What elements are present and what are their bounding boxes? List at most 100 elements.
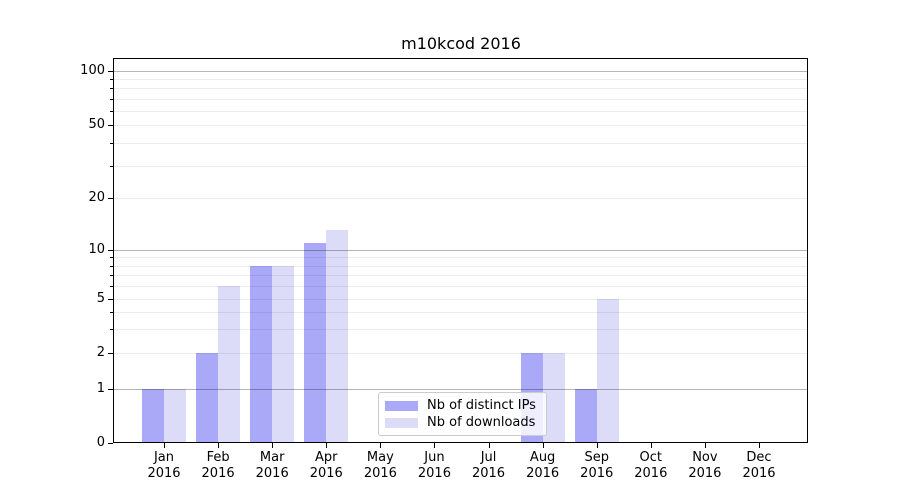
x-tick-nov [704,443,706,448]
x-label-year: 2016 [471,465,506,481]
gridline-y-90 [114,79,807,81]
gridline-y-4 [114,312,807,314]
y-tick-1 [108,389,113,390]
x-label-month: May [366,450,394,465]
y-tick-label-2: 2 [96,345,105,360]
y-minor-tick-70 [110,98,113,100]
y-minor-tick-80 [110,88,113,90]
y-tick-label-0: 0 [96,435,105,450]
legend: Nb of distinct IPs Nb of downloads [378,392,547,436]
gridline-y-2 [114,353,807,354]
bar-nb-of-distinct-ips-mar-2016 [250,265,273,443]
bar-nb-of-distinct-ips-feb-2016 [196,353,219,443]
x-tick-label-jul-2016: Jul 2016 [458,450,520,481]
gridline-y-20 [114,198,807,199]
x-tick-label-sep-2016: Sep 2016 [566,450,628,481]
x-tick-label-jan-2016: Jan 2016 [133,450,195,481]
gridline-y-50 [114,125,807,126]
x-label-month: Jan [153,450,175,465]
x-tick-jul [488,443,490,448]
bar-nb-of-downloads-sep-2016 [596,299,619,443]
legend-label-nb-of-downloads: Nb of downloads [427,414,536,430]
x-tick-oct [650,443,652,448]
bar-nb-of-downloads-apr-2016 [326,230,349,443]
x-tick-label-mar-2016: Mar 2016 [241,450,303,481]
bar-nb-of-distinct-ips-apr-2016 [304,242,327,443]
legend-label-nb-of-distinct-ips: Nb of distinct IPs [427,397,536,413]
x-tick-feb [218,443,220,448]
x-label-month: Jul [480,450,497,465]
x-label-year: 2016 [363,465,397,481]
x-label-year: 2016 [526,465,560,481]
x-label-month: Sep [584,450,609,465]
y-tick-label-50: 50 [88,117,105,132]
legend-item-nb-of-distinct-ips: Nb of distinct IPs [385,397,538,414]
gridline-y-8 [114,265,807,267]
y-tick-label-10: 10 [88,242,105,257]
x-label-year: 2016 [147,465,181,481]
x-tick-aug [542,443,544,448]
bar-nb-of-distinct-ips-jan-2016 [142,389,164,443]
gridline-y-6 [114,286,807,288]
legend-swatch-nb-of-distinct-ips [385,400,418,411]
x-label-month: Jun [424,450,445,465]
y-minor-tick-9 [110,257,113,259]
x-tick-label-nov-2016: Nov 2016 [674,450,736,481]
gridline-y-70 [114,98,807,100]
x-label-month: Oct [639,450,663,465]
x-tick-label-oct-2016: Oct 2016 [620,450,682,481]
y-tick-0 [108,443,113,444]
y-minor-tick-20 [110,198,113,199]
x-label-month: Mar [259,450,285,465]
y-minor-tick-2 [110,353,113,354]
y-minor-tick-30 [110,165,113,167]
x-tick-jan [164,443,165,448]
x-label-year: 2016 [634,465,668,481]
legend-item-nb-of-downloads: Nb of downloads [385,414,538,431]
x-label-year: 2016 [255,465,289,481]
x-tick-jun [434,443,436,448]
gridline-y-80 [114,88,807,90]
x-label-year: 2016 [201,465,235,481]
chart-title: m10kcod 2016 [401,34,521,53]
x-label-year: 2016 [309,465,343,481]
gridline-y-5 [114,299,807,300]
x-tick-apr [326,443,328,448]
x-label-month: Aug [529,450,556,465]
gridline-y-100 [114,71,807,72]
x-label-month: Apr [315,450,338,465]
bar-nb-of-downloads-mar-2016 [272,265,295,443]
x-label-year: 2016 [742,465,776,481]
y-tick-label-20: 20 [88,190,105,205]
x-tick-dec [758,443,760,448]
x-label-year: 2016 [688,465,722,481]
x-tick-sep [596,443,598,448]
gridline-y-60 [114,110,807,112]
gridline-y-1 [114,389,807,390]
y-tick-10 [108,250,113,251]
x-tick-label-feb-2016: Feb 2016 [187,450,249,481]
y-minor-tick-8 [110,265,113,267]
x-label-year: 2016 [580,465,614,481]
y-minor-tick-3 [110,329,113,331]
y-minor-tick-5 [110,299,113,300]
x-tick-label-apr-2016: Apr 2016 [295,450,357,481]
x-label-month: Dec [746,450,772,465]
legend-swatch-nb-of-downloads [385,417,418,428]
y-tick-label-100: 100 [80,63,105,78]
gridline-y-40 [114,142,807,144]
y-minor-tick-60 [110,110,113,112]
x-tick-may [380,443,382,448]
y-minor-tick-4 [110,312,113,314]
y-minor-tick-50 [110,125,113,126]
x-label-month: Feb [206,450,230,465]
y-tick-label-5: 5 [96,291,105,306]
y-tick-label-1: 1 [96,381,105,396]
gridline-y-3 [114,329,807,331]
gridline-y-9 [114,257,807,259]
x-tick-label-may-2016: May 2016 [349,450,411,481]
